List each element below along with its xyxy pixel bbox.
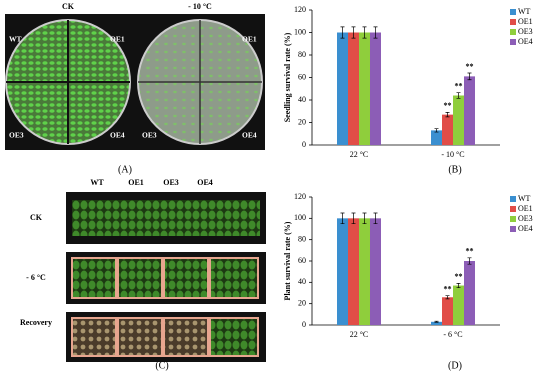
photo-c [66,192,266,362]
bar [370,32,381,145]
legend-swatch [510,39,516,45]
row-label: - 6 °C [26,273,46,282]
x-tick-label: - 10 °C [441,150,464,159]
error-bar [467,72,472,81]
bar [464,261,475,325]
significance-label: ** [466,247,474,256]
plate-label: OE3 [9,131,24,140]
y-axis-label: Seedling survival rate (%) [283,32,292,122]
y-tick-label: 20 [298,117,306,126]
error-bar [445,112,450,118]
significance-label: ** [444,101,452,110]
legend-label: OE4 [518,224,533,233]
y-tick-label: 80 [298,234,306,243]
plate-label: OE3 [142,131,157,140]
legend-swatch [510,216,516,222]
error-bar [340,26,345,39]
legend-swatch [510,196,516,202]
plate-label: WT [9,35,22,44]
legend-label: OE4 [518,37,533,46]
column-label: OE1 [128,178,144,187]
error-bar [456,92,461,99]
error-bar [373,212,378,225]
error-bar [351,212,356,225]
error-bar [362,26,367,39]
panel-label: (C) [155,360,168,371]
panel-label: (B) [448,164,461,175]
y-tick-label: 60 [298,256,306,265]
error-bar [445,295,450,300]
error-bar [434,320,439,323]
plate-label: OE4 [242,131,257,140]
x-tick-label: 22 °C [350,330,369,339]
y-tick-label: 0 [302,140,306,149]
significance-label: ** [455,272,463,281]
plate-label: OE1 [110,35,125,44]
legend-label: WT [518,194,531,203]
y-axis-label: Plant survival rate (%) [283,221,292,300]
bar [453,95,464,145]
legend-label: OE1 [518,204,533,213]
bar [442,114,453,145]
bar [431,321,442,325]
significance-label: ** [466,62,474,71]
y-tick-label: 100 [294,213,306,222]
y-tick-label: 80 [298,50,306,59]
bar [337,32,348,145]
error-bar [373,26,378,39]
y-tick-label: 0 [302,320,306,329]
y-tick-label: 100 [294,27,306,36]
legend-label: OE3 [518,27,533,36]
y-tick-label: 40 [298,95,306,104]
error-bar [456,283,461,289]
bar [453,285,464,325]
y-tick-label: 120 [294,5,306,14]
y-tick-label: 40 [298,277,306,286]
bar [370,218,381,325]
y-tick-label: 120 [294,192,306,201]
legend-label: OE1 [518,17,533,26]
legend-swatch [510,9,516,15]
error-bar [434,128,439,133]
y-tick-label: 20 [298,298,306,307]
error-bar [340,212,345,225]
column-label: WT [90,178,104,187]
bar [337,218,348,325]
bar [442,297,453,325]
legend-swatch [510,226,516,232]
bar [431,130,442,145]
plate-label: OE1 [242,35,257,44]
panel-label: (D) [448,360,462,371]
panel-label: (A) [118,164,132,175]
legend-swatch [510,19,516,25]
row-label: Recovery [20,318,52,327]
significance-label: ** [455,82,463,91]
photo-a [5,14,265,150]
error-bar [467,257,472,265]
x-tick-label: 22 °C [350,150,369,159]
legend-swatch [510,206,516,212]
plate-label: OE4 [110,131,125,140]
column-label: CK [62,2,75,11]
legend-label: OE3 [518,214,533,223]
bar [359,32,370,145]
bar [348,218,359,325]
legend-swatch [510,29,516,35]
column-label: - 10 °C [188,2,212,11]
x-tick-label: - 6 °C [443,330,462,339]
bar [359,218,370,325]
significance-label: ** [444,284,452,293]
y-tick-label: 60 [298,72,306,81]
column-label: OE4 [197,178,213,187]
legend-label: WT [518,7,531,16]
error-bar [362,212,367,225]
bar [348,32,359,145]
bar [464,76,475,145]
row-label: CK [30,213,43,222]
column-label: OE3 [163,178,179,187]
error-bar [351,26,356,39]
